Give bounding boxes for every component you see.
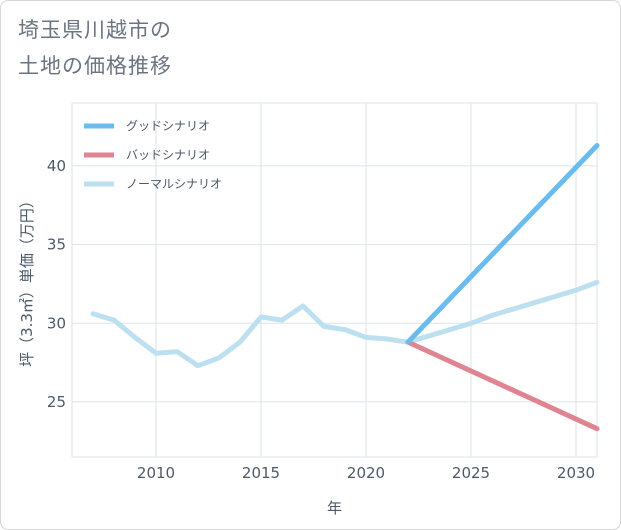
legend-label-0: グッドシナリオ (126, 119, 210, 133)
series-line-1 (405, 339, 600, 432)
series-lines (90, 143, 600, 432)
x-tick-label: 2015 (242, 464, 280, 482)
series-line-0 (405, 143, 600, 345)
y-tick-label: 30 (47, 314, 66, 332)
title-line-1: 埼玉県川越市の (18, 18, 172, 42)
series-line-2 (90, 279, 600, 369)
x-axis-title: 年 (327, 499, 342, 517)
x-tick-label: 2020 (347, 464, 385, 482)
chart-title: 埼玉県川越市の 土地の価格推移 (18, 12, 418, 84)
y-tick-label: 40 (47, 157, 66, 175)
x-tick-label: 2030 (557, 464, 595, 482)
title-line-2: 土地の価格推移 (18, 54, 172, 78)
axis-ticks: 2010 2015 2020 2025 2030 25 30 35 40 (47, 157, 595, 482)
y-tick-label: 35 (47, 236, 66, 254)
y-axis-title: 坪（3.3㎡）単価（万円） (18, 193, 36, 367)
legend-label-2: ノーマルシナリオ (126, 177, 222, 191)
x-tick-label: 2025 (452, 464, 490, 482)
x-tick-label: 2010 (137, 464, 175, 482)
legend-label-1: バッドシナリオ (126, 148, 210, 162)
y-tick-label: 25 (47, 393, 66, 411)
